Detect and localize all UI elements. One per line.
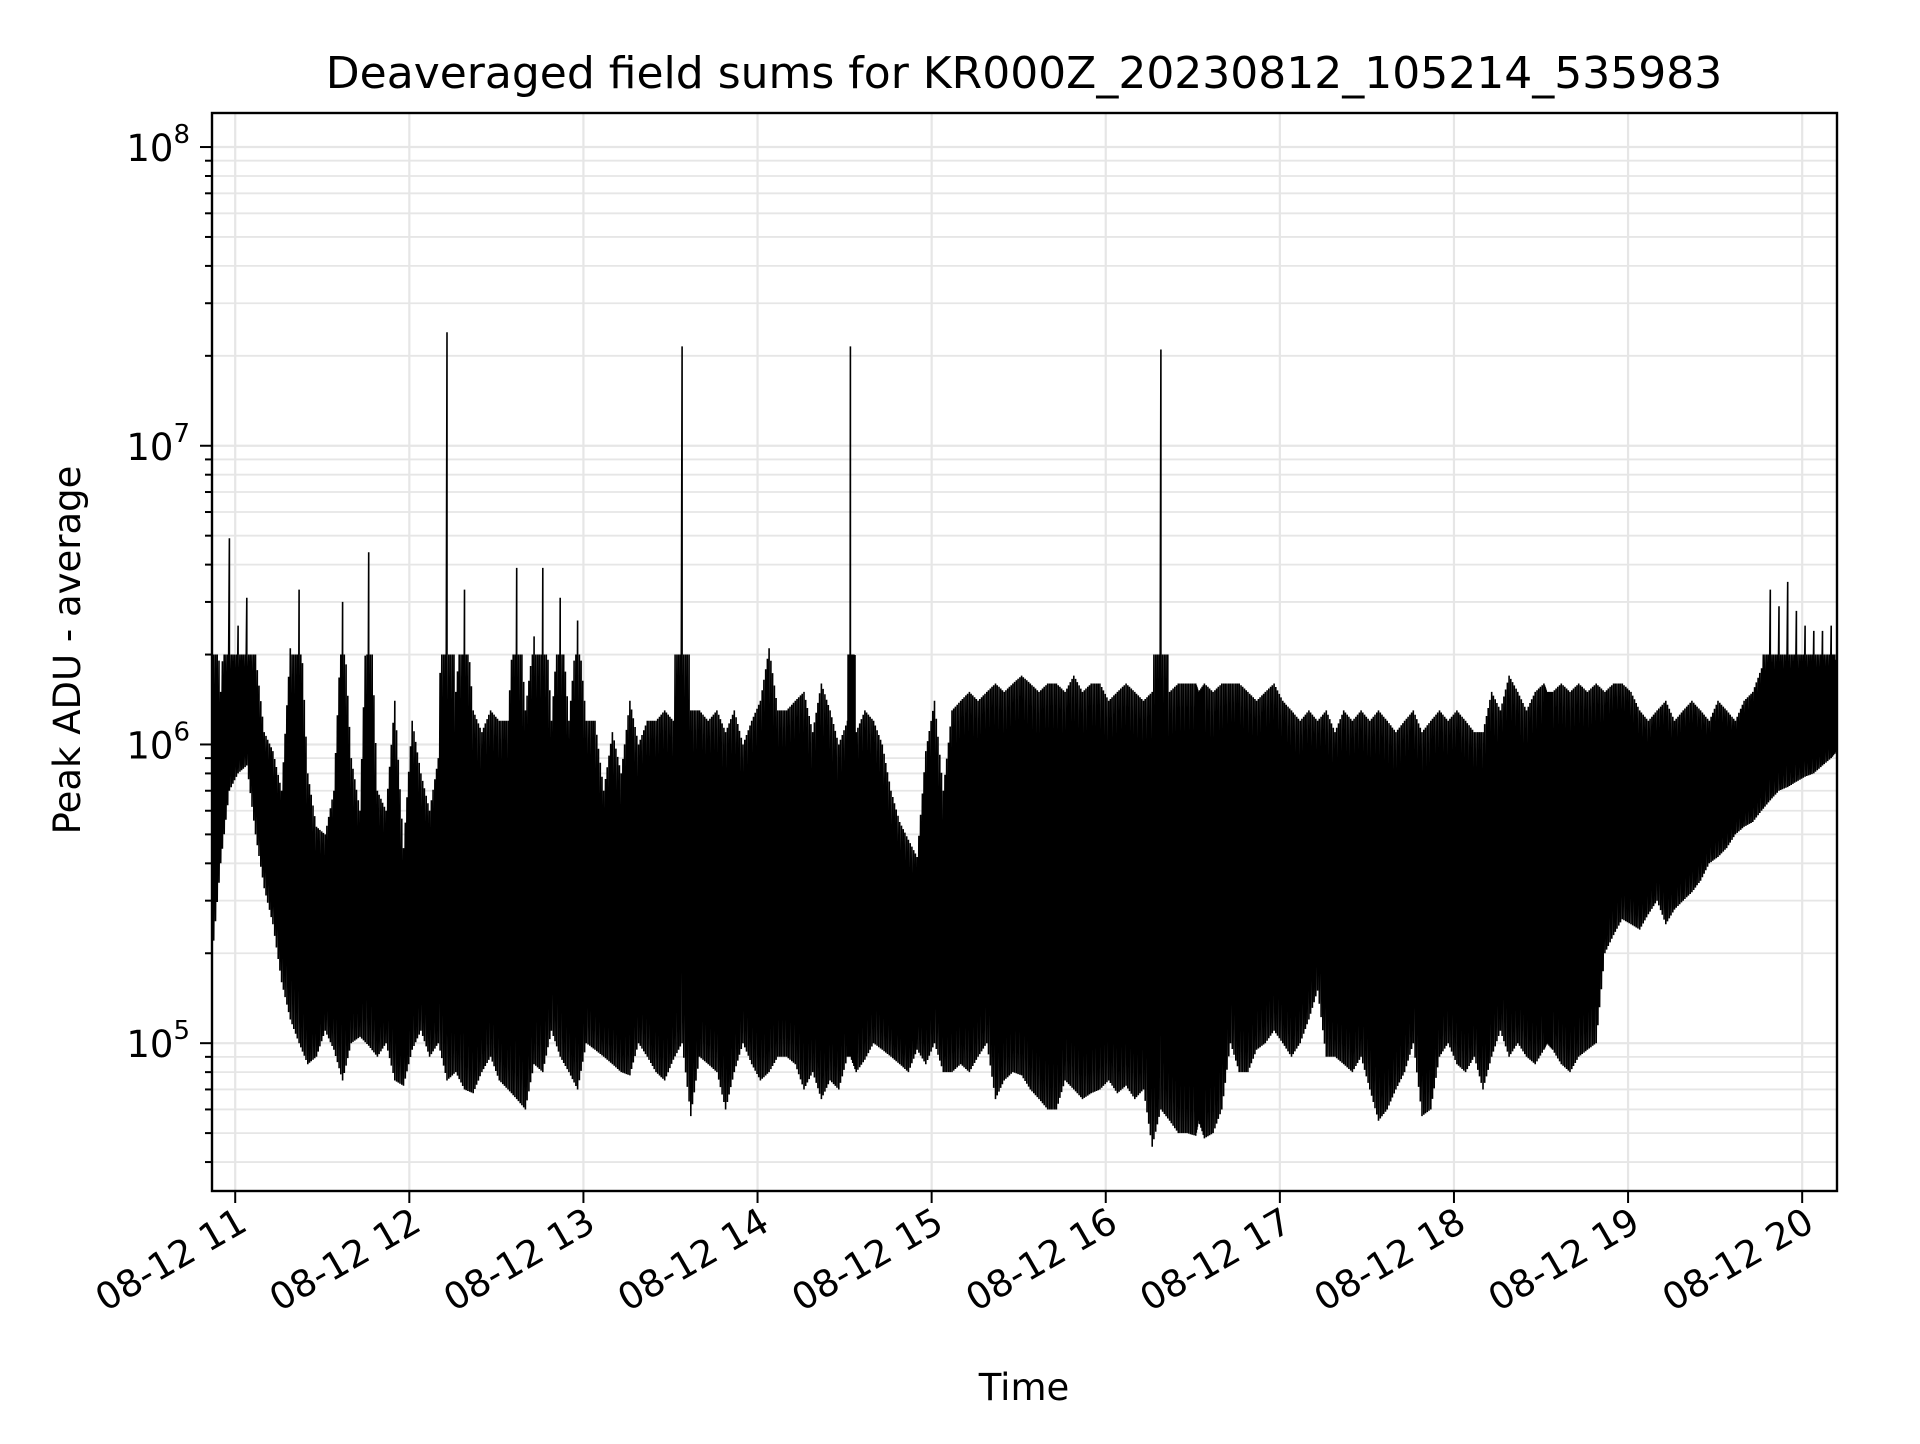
- x-tick-label: 08-12 19: [1481, 1200, 1647, 1320]
- x-tick-label: 08-12 13: [436, 1200, 602, 1320]
- x-tick-label: 08-12 18: [1307, 1200, 1473, 1320]
- x-tick-label: 08-12 17: [1133, 1200, 1299, 1320]
- y-tick-label: 107: [126, 419, 190, 469]
- y-tick-label: 106: [126, 717, 190, 767]
- y-tick-label: 108: [126, 120, 190, 170]
- x-tick-label: 08-12 14: [610, 1200, 776, 1320]
- x-axis-label: Time: [978, 1366, 1070, 1409]
- x-tick-label: 08-12 12: [262, 1200, 428, 1320]
- plot-frame: [210, 111, 1839, 1193]
- data-series-line: [211, 332, 1838, 1147]
- x-tick-label: 08-12 11: [88, 1200, 254, 1320]
- y-tick-label: 105: [126, 1016, 190, 1066]
- x-tick-label: 08-12 16: [959, 1200, 1125, 1320]
- chart-title: Deaveraged field sums for KR000Z_2023081…: [326, 48, 1722, 99]
- x-tick-label: 08-12 20: [1655, 1200, 1821, 1320]
- x-tick-label: 08-12 15: [785, 1200, 951, 1320]
- series-layer: [211, 332, 1838, 1147]
- y-axis-label: Peak ADU - average: [46, 466, 89, 835]
- axes-layer: [210, 111, 1839, 1193]
